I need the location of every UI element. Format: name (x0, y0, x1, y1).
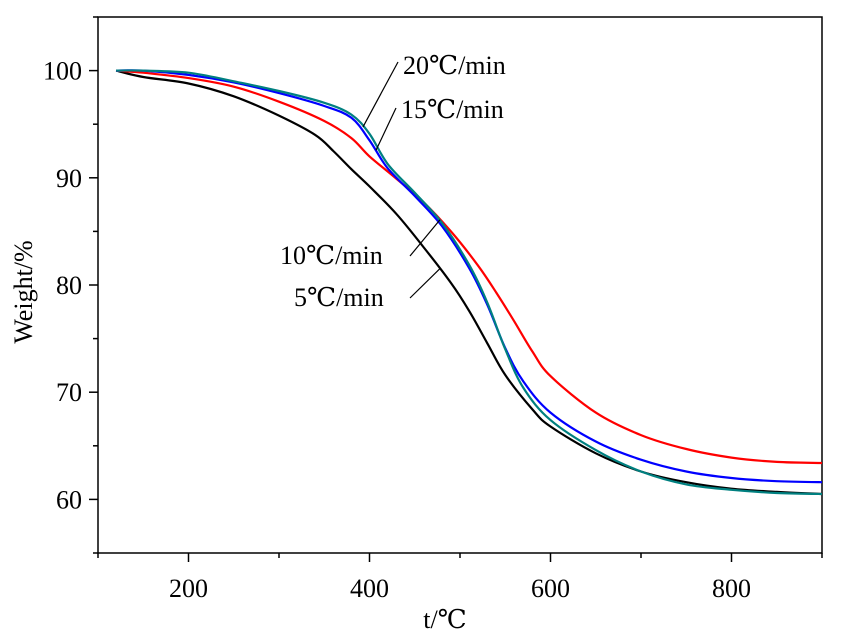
annotation-label-15: 15℃/min (401, 95, 504, 124)
y-axis-title: Weight/% (9, 240, 38, 343)
series-line-15-min (116, 69, 823, 484)
series-line-5-min (115, 69, 823, 496)
x-tick-label: 200 (169, 574, 208, 603)
annotation-leader-5 (409, 268, 441, 299)
series-line-20-min (116, 69, 823, 496)
annotation-label-5: 5℃/min (294, 283, 384, 312)
annotation-leader-10 (409, 219, 441, 257)
y-tick-label: 80 (56, 271, 82, 300)
x-tick-label: 600 (531, 574, 570, 603)
annotation-label-20: 20℃/min (403, 51, 506, 80)
annotation-leader-15 (375, 107, 397, 151)
y-tick-label: 100 (43, 57, 82, 86)
x-axis-ticks: 200 400 600 800 (97, 553, 823, 603)
series-layer (115, 69, 823, 496)
y-tick-label: 90 (56, 164, 82, 193)
annotation-label-10: 10℃/min (280, 241, 383, 270)
series-line-10-min (116, 69, 823, 465)
x-tick-label: 400 (350, 574, 389, 603)
y-tick-label: 70 (56, 378, 82, 407)
annotation-leader-20 (362, 61, 399, 128)
annotation-layer: 20℃/min 15℃/min 10℃/min 5℃/min (280, 51, 506, 312)
x-axis-title: t/℃ (423, 605, 467, 634)
y-tick-label: 60 (56, 485, 82, 514)
y-axis-ticks: 60 70 80 90 100 (43, 16, 98, 554)
x-tick-label: 800 (712, 574, 751, 603)
